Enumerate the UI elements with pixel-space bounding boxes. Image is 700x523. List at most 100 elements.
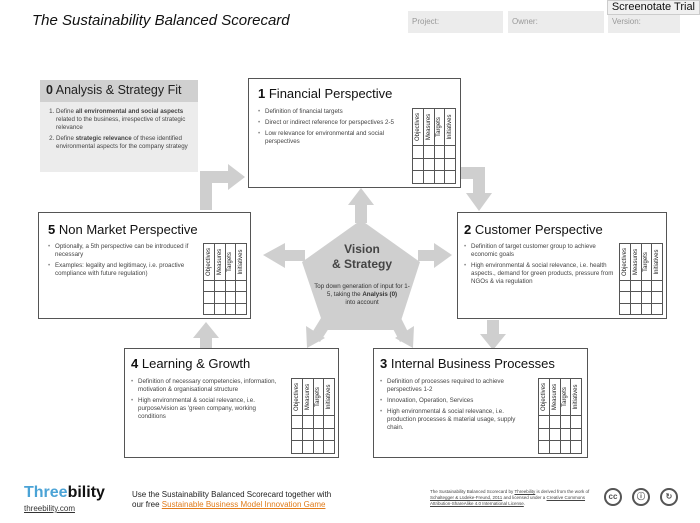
grid-cell[interactable] (303, 416, 314, 428)
grid-header-label: Objectives (293, 382, 300, 412)
grid-cell[interactable] (631, 281, 642, 292)
grid-cell[interactable] (424, 146, 435, 158)
grid-cell[interactable] (314, 416, 325, 428)
grid-cell[interactable] (324, 416, 334, 428)
grid-cell[interactable] (620, 292, 631, 303)
owner-field[interactable]: Owner: (508, 11, 604, 33)
grid-cell[interactable] (236, 281, 246, 291)
grid-header-label: Measures (304, 383, 311, 411)
grid-header-label: Targets (436, 117, 443, 137)
grid-cell[interactable] (445, 159, 455, 171)
grid-cell[interactable] (435, 171, 446, 184)
grid-cell[interactable] (424, 171, 435, 184)
grid-cell[interactable] (413, 158, 424, 171)
grid-row (620, 303, 662, 314)
grid-cell[interactable] (226, 303, 237, 314)
grid-cell[interactable] (413, 171, 424, 184)
grid-row (539, 428, 581, 442)
threebility-license-link[interactable]: Threebility (514, 489, 536, 494)
grid-cell[interactable] (236, 304, 246, 314)
grid-cell[interactable] (236, 292, 246, 302)
grid-cell[interactable] (561, 441, 572, 454)
internal-perspective-box: 3 Internal Business Processes Definition… (373, 348, 588, 458)
grid-cell[interactable] (561, 416, 572, 428)
grid-cell[interactable] (642, 292, 653, 303)
analysis-list: Define all environmental and social aspe… (44, 108, 196, 154)
grid-cell[interactable] (445, 171, 455, 183)
grid-header-cell: Targets (226, 244, 237, 280)
grid-cell[interactable] (292, 441, 303, 454)
grid-header-cell: Initiatives (652, 244, 662, 280)
sharealike-icon[interactable]: ↻ (660, 488, 678, 506)
grid-cell[interactable] (314, 441, 325, 454)
grid-cell[interactable] (571, 416, 581, 428)
grid-cell[interactable] (652, 281, 662, 291)
grid-cell[interactable] (324, 429, 334, 441)
internal-bullets: Definition of processes required to achi… (380, 378, 530, 435)
grid-header-cell: Initiatives (324, 379, 334, 415)
grid-cell[interactable] (204, 292, 215, 303)
grid-header-label: Initiatives (573, 384, 580, 410)
grid-header-label: Measures (551, 383, 558, 411)
threebility-logo[interactable]: Threebility (24, 484, 105, 501)
threebility-url-link[interactable]: threebility.com (24, 504, 75, 513)
attribution-icon[interactable]: ⓘ (632, 488, 650, 506)
grid-header-row: Objectives Measures Targets Initiatives (204, 244, 246, 281)
grid-cell[interactable] (620, 281, 631, 292)
project-field[interactable]: Project: (408, 11, 503, 33)
grid-cell[interactable] (435, 146, 446, 158)
grid-cell[interactable] (631, 292, 642, 303)
grid-cell[interactable] (215, 303, 226, 314)
grid-cell[interactable] (539, 441, 550, 454)
grid-cell[interactable] (642, 281, 653, 292)
grid-cell[interactable] (445, 146, 455, 158)
grid-cell[interactable] (303, 428, 314, 441)
grid-header-cell: Objectives (204, 244, 215, 280)
vision-description: Top down generation of input for 1-5, ta… (314, 283, 410, 306)
grid-header-label: Objectives (205, 247, 212, 277)
grid-header-cell: Measures (424, 109, 435, 145)
analysis-panel: 0 Analysis & Strategy Fit Define all env… (40, 80, 198, 172)
grid-cell[interactable] (550, 428, 561, 441)
grid-cell[interactable] (314, 428, 325, 441)
grid-cell[interactable] (571, 441, 581, 453)
grid-cell[interactable] (303, 441, 314, 454)
grid-cell[interactable] (204, 281, 215, 292)
grid-cell[interactable] (539, 416, 550, 428)
game-link[interactable]: Sustainable Business Model Innovation Ga… (161, 500, 326, 509)
grid-cell[interactable] (571, 429, 581, 441)
grid-cell[interactable] (652, 304, 662, 314)
bullet-item: Definition of target customer group to a… (464, 243, 614, 259)
schaltegger-link[interactable]: Schaltegger & Lüdeke-Freund, 2011 (430, 495, 503, 500)
grid-cell[interactable] (226, 292, 237, 303)
grid-cell[interactable] (620, 303, 631, 314)
grid-cell[interactable] (215, 281, 226, 292)
grid-cell[interactable] (561, 428, 572, 441)
bullet-item: High environmental & social relevance, i… (464, 262, 614, 286)
grid-cell[interactable] (215, 292, 226, 303)
grid-cell[interactable] (652, 292, 662, 302)
page-title: The Sustainability Balanced Scorecard (32, 12, 290, 29)
grid-header-row: Objectives Measures Targets Initiatives (539, 379, 581, 416)
cc-license-link[interactable]: Creative Commons Attribution-ShareAlike … (430, 495, 586, 506)
grid-cell[interactable] (550, 416, 561, 428)
grid-cell[interactable] (204, 303, 215, 314)
grid-cell[interactable] (292, 428, 303, 441)
license-text: The Sustainability Balanced Scorecard by… (430, 489, 590, 506)
grid-cell[interactable] (631, 303, 642, 314)
grid-cell[interactable] (550, 441, 561, 454)
grid-cell[interactable] (424, 158, 435, 171)
cc-icon[interactable]: cc (604, 488, 622, 506)
grid-cell[interactable] (435, 158, 446, 171)
bullet-item: Innovation, Operation, Services (380, 397, 530, 405)
grid-cell[interactable] (324, 441, 334, 453)
grid-cell[interactable] (226, 281, 237, 292)
grid-header-label: Initiatives (326, 384, 333, 410)
learning-scorecard-grid: Objectives Measures Targets Initiatives (291, 378, 335, 454)
grid-cell[interactable] (642, 303, 653, 314)
grid-cell[interactable] (413, 146, 424, 158)
nonmarket-title: 5 Non Market Perspective (48, 222, 198, 237)
version-field[interactable]: Version: (608, 11, 680, 33)
grid-cell[interactable] (292, 416, 303, 428)
grid-cell[interactable] (539, 428, 550, 441)
